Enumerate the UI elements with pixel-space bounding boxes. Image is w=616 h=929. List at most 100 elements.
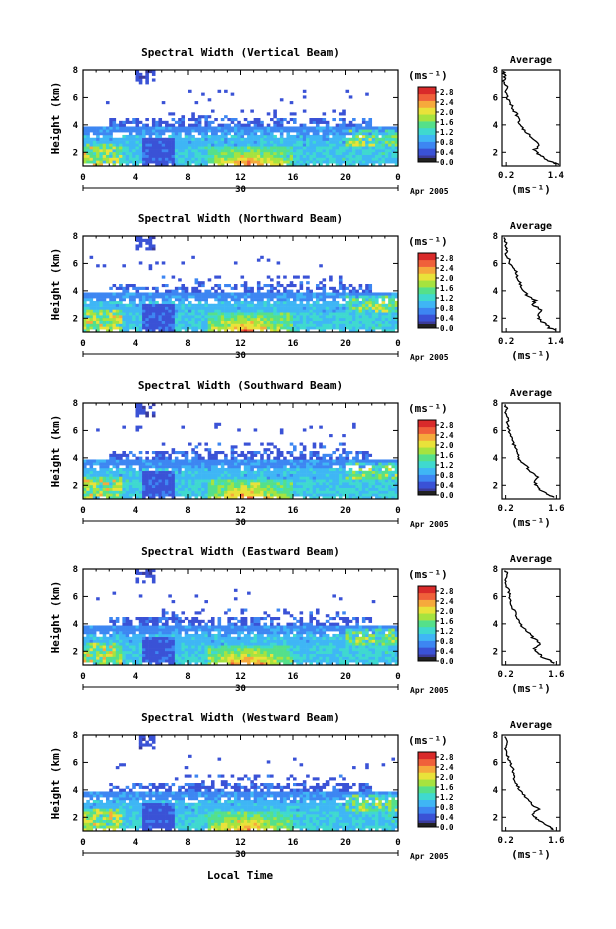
heatmap-cell xyxy=(220,292,225,296)
heatmap-cell xyxy=(86,160,90,164)
heatmap-cell xyxy=(217,459,222,463)
heatmap-cell xyxy=(263,317,268,321)
heatmap-cell xyxy=(168,157,172,161)
heatmap-cell xyxy=(296,292,300,296)
heatmap-cell xyxy=(161,300,166,305)
heatmap-cell xyxy=(247,160,251,164)
heatmap-cell xyxy=(224,320,228,324)
heatmap-cell xyxy=(89,467,94,472)
heatmap-cell xyxy=(112,645,117,649)
heatmap-cell xyxy=(96,462,100,466)
heatmap-cell xyxy=(92,315,97,319)
heatmap-cell xyxy=(122,160,126,164)
heatmap-cell xyxy=(191,134,195,139)
heatmap-cell xyxy=(224,473,228,477)
heatmap-cell xyxy=(384,303,389,307)
heatmap-cell xyxy=(148,140,153,144)
heatmap-cell xyxy=(237,306,241,310)
heatmap-cell xyxy=(171,315,176,319)
heatmap-cell xyxy=(112,309,117,313)
heatmap-cell xyxy=(86,132,90,136)
heatmap-cell xyxy=(306,143,310,147)
heatmap-cell xyxy=(102,323,107,327)
heatmap-cell xyxy=(260,295,264,299)
heatmap-cell xyxy=(391,151,396,155)
heatmap-cell xyxy=(329,126,333,130)
heatmap-cell xyxy=(191,459,195,463)
heatmap-cell xyxy=(266,275,271,279)
heatmap-cell xyxy=(122,453,126,457)
heatmap-cell xyxy=(342,490,346,494)
heatmap-cell xyxy=(289,295,294,299)
heatmap-cell xyxy=(322,143,327,147)
heatmap-cell xyxy=(325,126,330,130)
heatmap-cell xyxy=(250,154,254,158)
heatmap-cell xyxy=(394,465,399,469)
heatmap-cell xyxy=(86,137,90,141)
heatmap-cell xyxy=(96,645,100,649)
heatmap-cell xyxy=(227,315,231,319)
heatmap-cell xyxy=(322,292,327,296)
heatmap-cell xyxy=(358,137,363,141)
heatmap-cell xyxy=(302,315,307,319)
heatmap-cell xyxy=(168,493,172,497)
heatmap-cell xyxy=(197,320,202,324)
heatmap-cell xyxy=(332,476,336,480)
heatmap-cell xyxy=(348,309,353,313)
heatmap-cell xyxy=(348,95,353,99)
heatmap-cell xyxy=(86,659,90,663)
heatmap-cell xyxy=(174,465,179,469)
heatmap-cell xyxy=(243,146,248,150)
heatmap-cell xyxy=(145,487,149,491)
heatmap-cell xyxy=(335,484,340,488)
heatmap-cell xyxy=(256,462,261,466)
heatmap-cell xyxy=(197,151,202,155)
heatmap-cell xyxy=(204,140,208,144)
heatmap-cell xyxy=(132,470,136,474)
heatmap-cell xyxy=(322,160,327,164)
heatmap-cell xyxy=(148,493,153,497)
heatmap-cell xyxy=(174,146,179,150)
heatmap-cell xyxy=(148,470,153,474)
heatmap-cell xyxy=(322,118,327,122)
heatmap-cell xyxy=(151,306,156,310)
heatmap-cell xyxy=(306,482,310,486)
heatmap-cell xyxy=(388,146,392,150)
heatmap-cell xyxy=(128,292,133,296)
heatmap-cell xyxy=(247,482,251,486)
heatmap-cell xyxy=(355,451,359,455)
heatmap-cell xyxy=(312,496,317,500)
heatmap-cell xyxy=(358,149,363,153)
colorbar-segment xyxy=(418,114,436,122)
heatmap-cell xyxy=(332,484,336,488)
heatmap-cell xyxy=(319,126,323,130)
heatmap-cell xyxy=(119,482,123,486)
heatmap-cell xyxy=(345,146,350,150)
heatmap-cell xyxy=(99,326,103,330)
heatmap-cell xyxy=(155,151,159,155)
heatmap-cell xyxy=(178,126,182,130)
heatmap-cell xyxy=(388,292,392,296)
heatmap-cell xyxy=(125,129,130,133)
heatmap-cell xyxy=(207,329,212,333)
heatmap-cell xyxy=(319,157,323,161)
heatmap-cell xyxy=(378,315,382,319)
heatmap-cell xyxy=(210,326,215,330)
heatmap-cell xyxy=(250,306,254,310)
heatmap-cell xyxy=(312,482,317,486)
heatmap-cell xyxy=(145,462,149,466)
heatmap-cell xyxy=(263,134,268,139)
heatmap-cell xyxy=(96,479,100,483)
heatmap-cell xyxy=(391,295,396,299)
heatmap-cell xyxy=(358,163,363,167)
heatmap-cell xyxy=(319,163,323,167)
colorbar-segment xyxy=(418,426,436,434)
heatmap-cell xyxy=(99,659,103,663)
heatmap-cell xyxy=(125,163,130,167)
heatmap-cell xyxy=(92,154,97,158)
heatmap-cell xyxy=(174,467,179,472)
heatmap-cell xyxy=(302,132,307,136)
colorbar-segment xyxy=(418,121,436,129)
heatmap-cell xyxy=(260,154,264,158)
heatmap-cell xyxy=(119,467,123,472)
